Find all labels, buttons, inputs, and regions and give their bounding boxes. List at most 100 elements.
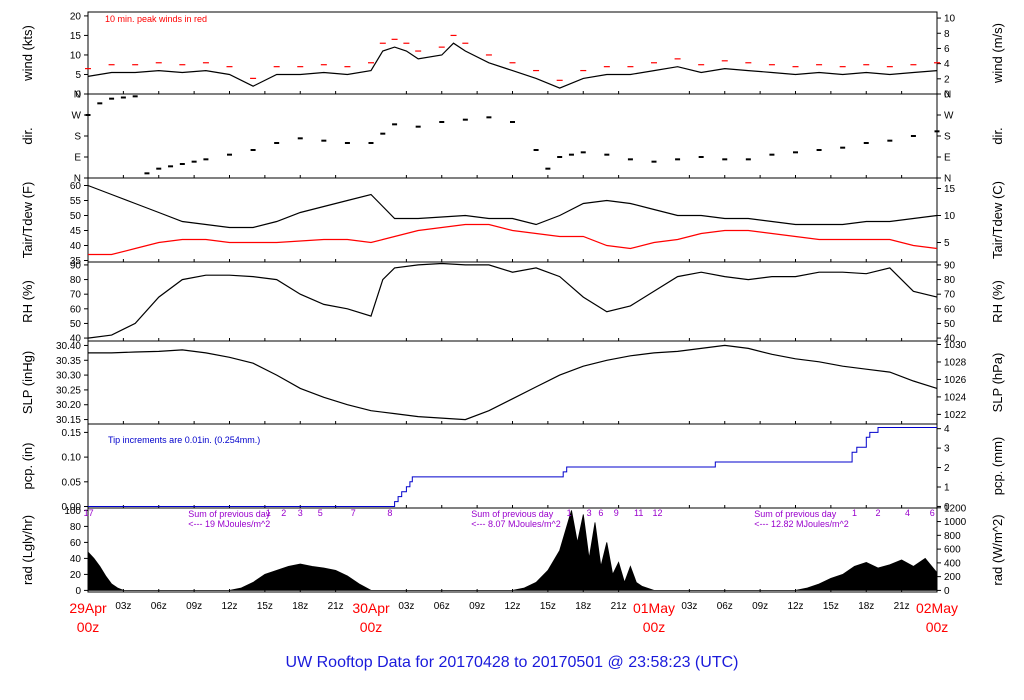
rad-hour-mark: 7 [351,508,356,518]
humidity-right-ytick-label: 90 [944,260,956,271]
direction-point [156,167,162,170]
day-label-hour: 00z [926,619,949,635]
xtick-label: 06z [434,601,450,612]
humidity-panel: 40 50 60 70 80 90 40 50 60 70 80 90 RH (%) RH (%) [20,260,1005,344]
wind-ylabel-right: wind (m/s) [990,23,1005,84]
xtick-label: 18z [292,601,308,612]
wind-ytick-label: 15 [70,31,82,42]
pressure-ytick-label: 30.20 [56,400,81,411]
pressure-panel-frame [87,340,938,425]
radiation-right-ytick-label: 1200 [944,503,967,514]
rad-hour-mark: 2 [876,508,881,518]
wind-right-ytick-label: 8 [944,29,950,40]
temperature-ylabel-right: Tair/Tdew (C) [990,181,1005,259]
rad-hour-mark: 6 [930,508,935,518]
precipitation-ylabel-right: pcp. (mm) [990,437,1005,496]
humidity-ytick-label: 90 [70,260,82,271]
temperature-ytick-label: 45 [70,226,82,237]
pressure-ytick-label: 30.25 [56,385,81,396]
temperature-line [87,184,938,229]
pressure-ytick-label: 30.35 [56,356,81,367]
humidity-line [87,262,938,339]
xtick-label: 09z [186,601,202,612]
wind-right-ytick-label: 2 [944,74,950,85]
direction-ytick-label: W [72,111,82,122]
humidity-ytick-label: 80 [70,275,82,286]
pressure-right-ytick-label: 1028 [944,357,967,368]
rad-hour-mark: 12 [653,508,663,518]
radiation-right-ytick-label: 400 [944,558,961,569]
pressure-right-ytick-label: 1026 [944,375,967,386]
direction-point [344,142,350,144]
direction-point [415,125,421,128]
humidity-right-ytick-label: 50 [944,319,956,330]
direction-point [580,151,586,154]
precipitation-line [88,427,937,507]
radiation-right-ytick-label: 1000 [944,517,967,528]
day-label: 30Apr [352,600,390,616]
direction-point [203,158,209,161]
pressure-panel: 30.15 30.20 30.25 30.30 30.35 30.40 1022 1024 10… [20,340,1005,426]
direction-point [604,153,610,156]
wind-ytick-label: 5 [75,70,81,81]
pressure-right-ytick-label: 1024 [944,392,967,403]
direction-point [168,165,174,168]
rad-hour-mark: 4 [905,508,910,518]
direction-point [793,151,798,154]
direction-point [769,153,775,156]
direction-point [840,146,846,149]
xtick-label: 15z [540,601,556,612]
temperature-ytick-label: 55 [70,196,82,207]
rad-hour-mark: 9 [614,508,619,518]
temperature-panel-frame [87,177,938,263]
humidity-right-ytick-label: 40 [944,334,956,345]
direction-point [887,139,893,142]
temperature-ytick-label: 50 [70,211,82,222]
xtick-label: 09z [469,601,485,612]
xtick-label: 12z [221,601,237,612]
direction-point [321,139,327,142]
wind-line [87,42,938,89]
direction-point [132,95,138,98]
humidity-ylabel: RH (%) [20,280,35,323]
rad-annotation: <--- 12.82 MJoules/m^2 [754,519,849,529]
humidity-ylabel-right: RH (%) [990,280,1005,323]
rad-annotation: Sum of previous day [754,509,837,519]
temperature-ytick-label: 35 [70,256,82,267]
day-label-hour: 00z [77,619,100,635]
rad-annotation: Sum of previous day [471,509,554,519]
xtick-label: 06z [717,601,733,612]
xtick-label: 03z [681,601,697,612]
direction-panel-frame [87,93,938,179]
xtick-label: 12z [504,601,520,612]
radiation-ylabel: rad (Lgly/hr) [20,515,35,585]
xtick-label: 09z [752,601,768,612]
precipitation-right-ytick-label: 0 [944,502,950,513]
direction-point [97,102,103,105]
direction-point [392,123,398,126]
direction-point [533,149,539,151]
pressure-right-ytick-label: 1022 [944,410,967,421]
day-label: 29Apr [69,600,107,616]
pressure-ytick-label: 30.40 [56,341,81,352]
pressure-ylabel-right: SLP (hPa) [990,353,1005,413]
precipitation-right-ytick-label: 1 [944,483,950,494]
precipitation-ytick-label: 0.00 [62,502,82,513]
direction-right-ytick-label: N [944,174,951,185]
direction-point [722,158,728,161]
direction-point [486,116,492,119]
direction-point [144,172,150,175]
temperature-right-ytick-label: 5 [944,238,950,249]
xtick-label: 21z [328,601,344,612]
temperature-line [88,223,938,256]
humidity-right-ytick-label: 80 [944,275,956,286]
direction-ytick-label: E [74,153,81,164]
direction-point [297,137,303,140]
direction-point [227,153,232,156]
temperature-ylabel: Tair/Tdew (F) [20,182,35,259]
pressure-ylabel: SLP (inHg) [20,351,35,414]
rad-hour-mark: 3 [298,508,303,518]
rad-annotation: Sum of previous day [188,509,271,519]
